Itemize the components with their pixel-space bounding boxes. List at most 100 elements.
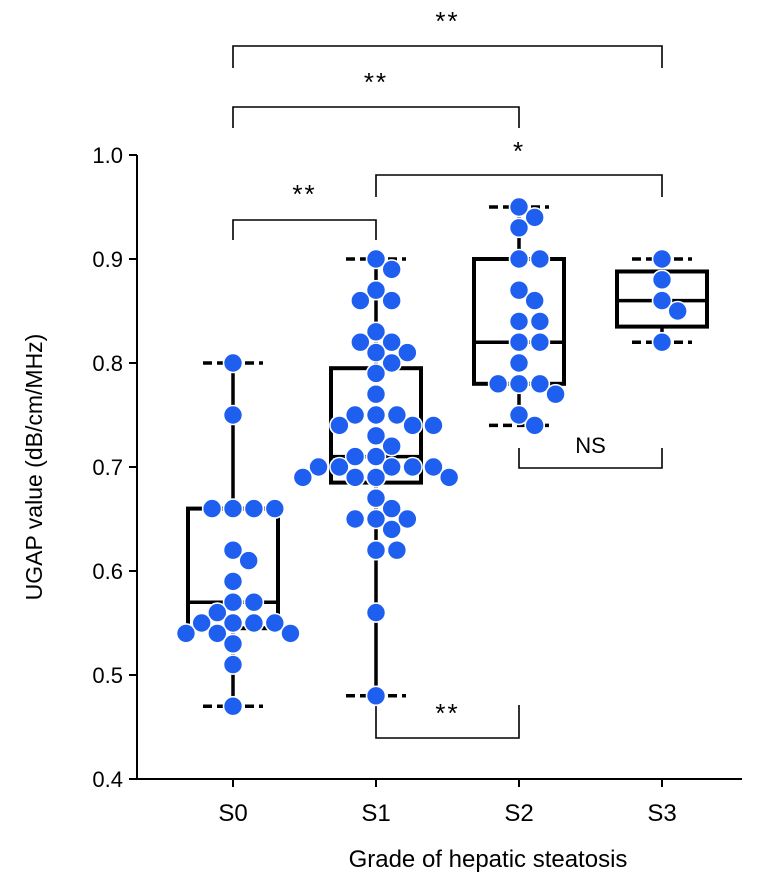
- data-point-s1: [365, 446, 387, 467]
- y-tick-label: 0.6: [92, 559, 123, 584]
- comparison-s0-s2-bracket: [232, 106, 520, 128]
- data-point-s1: [365, 487, 387, 509]
- data-point-s1: [438, 467, 460, 488]
- comparison-s1-s2-bracket: [375, 705, 520, 739]
- data-point-s1: [329, 415, 350, 436]
- data-point-s2: [529, 331, 551, 353]
- comparison-s2-s3-label: NS: [575, 433, 606, 458]
- data-point-s0: [207, 623, 228, 644]
- data-point-s0: [222, 352, 244, 374]
- y-tick-label: 0.8: [92, 351, 123, 376]
- data-point-s2: [529, 248, 551, 270]
- data-point-s1: [344, 508, 366, 530]
- data-point-s2: [524, 290, 545, 311]
- x-tick-label-s2: S2: [504, 800, 533, 827]
- data-point-s0: [243, 591, 265, 613]
- x-tick-label-s3: S3: [647, 800, 676, 827]
- data-point-s1: [344, 404, 366, 426]
- data-point-s2: [508, 279, 530, 301]
- data-point-s2: [508, 248, 530, 270]
- data-point-s0: [201, 498, 223, 519]
- data-point-s1: [365, 342, 387, 363]
- y-tick-label: 0.7: [92, 455, 123, 480]
- data-point-s3: [651, 269, 673, 291]
- data-point-s2: [508, 373, 530, 395]
- data-point-s1: [381, 259, 402, 280]
- data-point-s2: [508, 196, 530, 218]
- data-point-s1: [365, 404, 387, 426]
- comparison-s1-s2-label: **: [435, 698, 459, 728]
- x-tick-label-s0: S0: [218, 800, 247, 827]
- data-point-s1: [365, 279, 387, 301]
- data-point-s2: [508, 311, 530, 332]
- data-point-s0: [264, 612, 286, 634]
- data-point-s1: [344, 467, 366, 488]
- data-point-s1: [386, 404, 408, 426]
- data-point-s0: [243, 498, 265, 519]
- data-point-s1: [365, 685, 387, 707]
- data-point-s2: [508, 217, 530, 239]
- comparison-s2-s3-bracket: [518, 448, 663, 469]
- axis-ticks: 0.4 0.5 0.6 0.7 0.8 0.9 1.0 S0 S1 S2 S3: [92, 143, 676, 827]
- data-point-s1: [381, 435, 402, 457]
- data-point-s1: [381, 456, 402, 478]
- data-point-s1: [386, 539, 408, 561]
- data-point-s1: [365, 383, 387, 405]
- data-point-s3: [667, 300, 688, 322]
- data-point-s0: [280, 623, 301, 644]
- data-point-s2: [529, 373, 551, 395]
- data-point-s1: [292, 467, 314, 488]
- data-point-s2: [508, 404, 530, 426]
- data-point-s0: [222, 591, 244, 613]
- data-point-s2: [508, 352, 530, 374]
- data-point-s1: [381, 290, 402, 311]
- data-point-s2: [529, 311, 551, 332]
- data-point-s1: [365, 363, 387, 384]
- data-point-s0: [243, 612, 265, 634]
- y-axis-label: UGAP value (dB/cm/MHz): [21, 334, 47, 601]
- data-point-s1: [350, 331, 371, 353]
- significance-brackets: *******NS**: [232, 6, 663, 739]
- data-point-s1: [423, 456, 444, 478]
- data-point-s3: [651, 331, 673, 353]
- data-point-s0: [222, 571, 244, 592]
- data-point-s1: [365, 602, 387, 623]
- data-point-s2: [524, 207, 545, 228]
- data-point-s1: [381, 498, 402, 519]
- y-tick-label: 1.0: [92, 143, 123, 168]
- comparison-s0-s1-bracket: [232, 219, 377, 240]
- data-point-s1: [329, 456, 350, 478]
- data-point-s2: [487, 373, 509, 395]
- data-point-s0: [222, 654, 244, 675]
- data-point-s2: [545, 383, 566, 405]
- data-point-s2: [508, 331, 530, 353]
- data-point-s1: [365, 321, 387, 343]
- data-point-s1: [365, 467, 387, 488]
- comparison-s0-s2-label: **: [364, 67, 388, 97]
- data-point-s0: [222, 404, 244, 426]
- data-points: [175, 196, 688, 717]
- data-point-s1: [381, 519, 402, 540]
- comparison-s0-s3-label: **: [435, 6, 459, 36]
- data-point-s1: [402, 415, 423, 436]
- data-point-s3: [651, 248, 673, 270]
- comparison-s0-s3-bracket: [232, 45, 663, 68]
- data-point-s1: [350, 290, 371, 311]
- y-tick-label: 0.4: [92, 767, 123, 792]
- data-point-s0: [222, 612, 244, 634]
- data-point-s1: [381, 331, 402, 353]
- data-point-s1: [397, 508, 418, 530]
- data-point-s1: [397, 342, 418, 363]
- comparison-s0-s1-label: **: [292, 179, 316, 209]
- data-point-s3: [651, 290, 673, 311]
- data-point-s1: [308, 456, 329, 478]
- data-point-s1: [365, 248, 387, 270]
- y-tick-label: 0.9: [92, 247, 123, 272]
- data-point-s0: [191, 612, 212, 634]
- data-point-s0: [238, 550, 259, 571]
- data-point-s0: [222, 633, 244, 655]
- data-point-s1: [344, 446, 366, 467]
- data-point-s1: [365, 425, 387, 447]
- data-point-s0: [222, 498, 244, 519]
